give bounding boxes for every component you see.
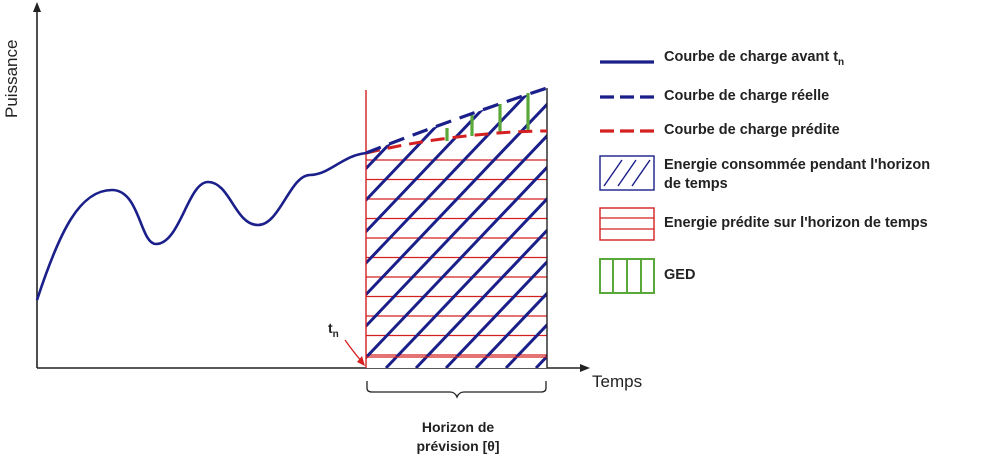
legend-consumed: Energie consommée pendant l'horizon de t…	[664, 156, 930, 194]
horizon-label-line1: Horizon de	[421, 419, 495, 435]
consumed-hatch-line	[366, 88, 547, 368]
x-axis-label: Temps	[592, 372, 643, 391]
horizon-brace	[366, 381, 547, 399]
legend-before: Courbe de charge avant tn	[664, 49, 845, 68]
legend-symbol-ged	[599, 258, 655, 294]
legend-ged: GED	[664, 267, 696, 283]
consumed-hatch-line	[384, 88, 547, 368]
y-axis-label: Puissance	[2, 39, 21, 118]
curve-real	[365, 86, 548, 155]
consumed-hatch-line	[366, 88, 547, 368]
y-axis-arrow	[33, 2, 41, 12]
consumed-hatch-line	[366, 88, 547, 368]
consumed-hatch-line	[366, 88, 547, 368]
legend-consumed-line1: Energie consommée pendant l'horizon	[664, 157, 931, 173]
curve-predicted	[365, 129, 548, 155]
horizon-label: Horizon de prévision [θ]	[372, 418, 544, 456]
legend-symbol-predicted-energy	[599, 207, 655, 241]
consumed-hatch-line	[474, 88, 547, 368]
ged-bars	[445, 93, 530, 141]
horizon-label-line2: prévision [θ]	[416, 438, 500, 454]
tn-arrow	[344, 339, 363, 363]
consumed-hatch-line	[444, 88, 547, 368]
consumed-hatch-line	[414, 88, 547, 368]
legend-symbol-consumed	[599, 155, 655, 191]
legend-predicted: Courbe de charge prédite	[664, 122, 840, 138]
consumed-hatch-line	[366, 88, 528, 368]
curve-before-tn	[35, 151, 367, 301]
legend-consumed-line2: de temps	[664, 176, 728, 192]
tn-arrow-head	[357, 356, 365, 366]
tn-label: tn	[328, 320, 339, 340]
x-axis-arrow	[580, 364, 590, 372]
legend-real: Courbe de charge réelle	[664, 88, 830, 104]
legend-predicted-energy: Energie prédite sur l'horizon de temps	[664, 215, 928, 231]
